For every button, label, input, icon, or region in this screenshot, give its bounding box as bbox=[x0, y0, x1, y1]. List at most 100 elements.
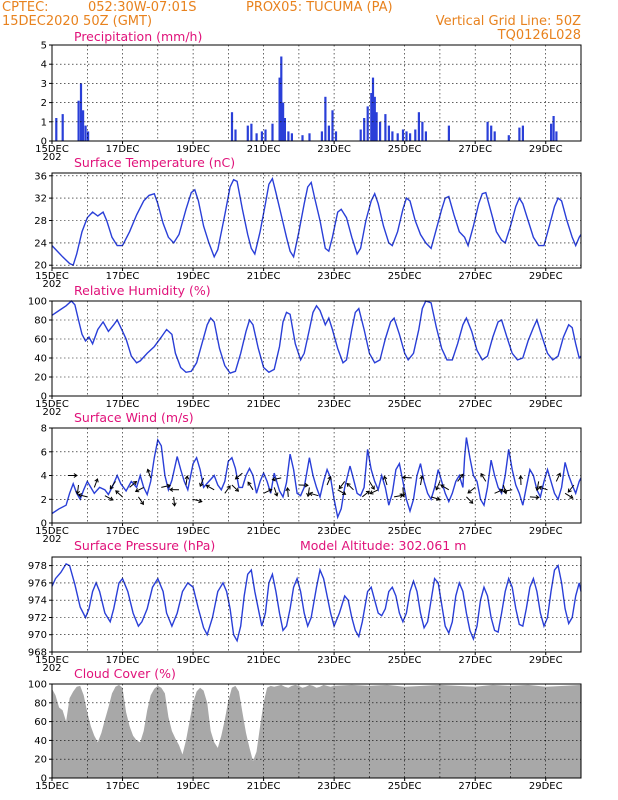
precip-bar bbox=[421, 121, 424, 141]
precip-bar bbox=[396, 133, 399, 141]
wind-vector bbox=[205, 484, 215, 491]
precip-bar bbox=[373, 96, 376, 141]
pressure-ytick-label: 970 bbox=[28, 630, 47, 641]
cloud-panel: 0 20 40 60 80 100 15DEC 17DEC 19DEC 21DEC 23DEC 25D… bbox=[28, 680, 582, 792]
precip-bar bbox=[493, 131, 496, 141]
cloud-xtick-label: 25DEC bbox=[388, 781, 422, 792]
pressure-xtick-label: 17DEC bbox=[106, 655, 140, 666]
wind-vector bbox=[430, 496, 441, 501]
rh-xtick-label: 23DEC bbox=[317, 399, 351, 410]
precip-xtick-label: 17DEC bbox=[106, 144, 140, 155]
precip-bar bbox=[87, 131, 90, 141]
precip-xtick-label: 25DEC bbox=[388, 144, 422, 155]
pressure-xtick-label: 21DEC bbox=[247, 655, 281, 666]
wind-vector bbox=[109, 481, 116, 490]
precip-bar bbox=[486, 121, 489, 141]
cloud-ytick-label: 80 bbox=[34, 698, 47, 709]
temp-xtick-label: 21DEC bbox=[247, 271, 281, 282]
wind-vector bbox=[564, 492, 574, 499]
wind-vector bbox=[169, 487, 180, 492]
pressure-xtick-label: 27DEC bbox=[458, 655, 492, 666]
wind-panel: 0 2 4 6 8 15DEC 17DEC 19DEC 21DEC 23DEC 25DEC 27DEC… bbox=[35, 424, 582, 545]
precip-bar bbox=[550, 123, 553, 141]
rh-frame bbox=[51, 300, 582, 397]
precip-xtick-label: 23DEC bbox=[317, 144, 351, 155]
wind-ytick-label: 0 bbox=[41, 519, 47, 530]
pressure-ytick-label: 976 bbox=[28, 578, 47, 589]
cloud-xtick-label: 19DEC bbox=[176, 781, 210, 792]
rh-xtick-label: 25DEC bbox=[388, 399, 422, 410]
pressure-ytick-label: 972 bbox=[28, 613, 47, 624]
precip-bar bbox=[424, 131, 427, 141]
wind-vector bbox=[369, 489, 379, 495]
pressure-xtick-label: 29DEC bbox=[529, 655, 563, 666]
precip-ytick-label: 0 bbox=[41, 137, 47, 148]
cloud-xtick-label: 21DEC bbox=[247, 781, 281, 792]
precip-bar bbox=[255, 133, 258, 141]
wind-vector bbox=[184, 475, 190, 486]
precip-bar bbox=[375, 112, 378, 141]
wind-xtick-label: 15DEC bbox=[35, 526, 69, 537]
wind-vector bbox=[308, 491, 319, 497]
wind-vector bbox=[199, 477, 205, 488]
wind-title: Surface Wind (m/s) bbox=[74, 410, 194, 425]
wind-vector bbox=[401, 475, 412, 480]
pressure-xtick-label: 15DEC bbox=[35, 655, 69, 666]
precip-bar bbox=[447, 125, 450, 141]
wind-vector bbox=[247, 481, 254, 491]
wind-vector bbox=[298, 482, 309, 488]
precip-bar bbox=[79, 83, 83, 141]
precip-xtick-label: 19DEC bbox=[176, 144, 210, 155]
temp-ytick-label: 20 bbox=[34, 261, 47, 272]
precip-bar bbox=[280, 56, 283, 141]
precip-ytick-label: 4 bbox=[41, 60, 47, 71]
pressure-title: Surface Pressure (hPa) bbox=[74, 538, 215, 553]
wind-vector bbox=[535, 481, 540, 492]
wind-vector bbox=[134, 486, 144, 493]
wind-ytick-label: 2 bbox=[41, 495, 47, 506]
wind-vector bbox=[368, 481, 375, 490]
precip-bar bbox=[387, 125, 390, 141]
rh-ytick-label: 40 bbox=[34, 354, 47, 365]
cloud-xtick-label: 23DEC bbox=[317, 781, 351, 792]
wind-vector bbox=[382, 475, 388, 486]
cloud-xtick-label: 15DEC bbox=[35, 781, 69, 792]
pressure-panel: 968 970 972 974 976 978 15DEC 17DEC 19DEC 21DEC 23… bbox=[28, 556, 582, 674]
wind-xtick-label: 27DEC bbox=[458, 526, 492, 537]
cloud-area bbox=[52, 684, 581, 778]
precip-ytick-label: 1 bbox=[41, 117, 47, 128]
precip-bar bbox=[521, 125, 524, 141]
precip-bar bbox=[417, 112, 420, 141]
wind-xtick-label: 25DEC bbox=[388, 526, 422, 537]
header-coords: 052:30W-07:01S bbox=[88, 0, 196, 15]
temp-xtick-label: 23DEC bbox=[317, 271, 351, 282]
header-station: PROX05: TUCUMA (PA) bbox=[246, 0, 393, 15]
wind-vector bbox=[529, 494, 540, 500]
pressure-frame bbox=[51, 556, 582, 653]
precip-year-label: 202 bbox=[42, 152, 61, 163]
header-center: CPTEC: bbox=[2, 0, 49, 15]
precip-bar bbox=[264, 129, 267, 141]
wind-vector bbox=[115, 490, 123, 498]
wind-vector bbox=[338, 481, 346, 490]
precip-ytick-label: 2 bbox=[41, 98, 47, 109]
wind-vector bbox=[401, 487, 406, 498]
precip-bar bbox=[278, 77, 281, 141]
precip-bar bbox=[331, 110, 334, 141]
wind-vector bbox=[234, 472, 243, 480]
precip-bar bbox=[230, 112, 234, 141]
rh-line bbox=[51, 300, 582, 375]
wind-vector bbox=[361, 490, 371, 498]
wind-vector bbox=[231, 484, 240, 492]
wind-vector bbox=[271, 476, 282, 482]
wind-vector bbox=[161, 483, 172, 489]
wind-vector bbox=[518, 475, 524, 486]
temp-line bbox=[51, 176, 582, 267]
rh-title: Relative Humidity (%) bbox=[74, 283, 211, 298]
wind-vector bbox=[93, 478, 99, 488]
wind-vector bbox=[502, 488, 513, 494]
wind-vector bbox=[480, 472, 487, 482]
precip-bar bbox=[366, 106, 369, 141]
precip-bar bbox=[379, 121, 382, 141]
